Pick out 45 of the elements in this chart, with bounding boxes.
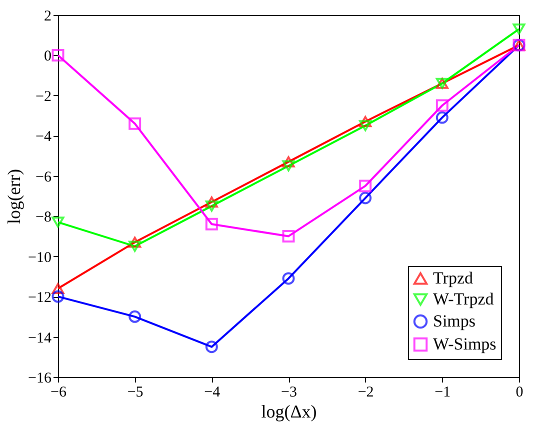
point <box>128 310 142 323</box>
x-tick-label: −4 <box>204 384 221 400</box>
y-tick-label: −14 <box>28 330 52 346</box>
x-axis-title: log(Δx) <box>261 402 317 422</box>
x-tick-label: −3 <box>281 384 297 400</box>
point <box>359 192 372 204</box>
point <box>282 160 295 172</box>
x-tick-label: 0 <box>516 384 524 400</box>
point <box>359 180 372 192</box>
y-tick-label: 2 <box>44 8 52 24</box>
x-tick-label: −5 <box>127 384 144 400</box>
point <box>52 216 64 228</box>
point <box>205 218 218 230</box>
point <box>436 111 448 124</box>
point <box>52 282 64 294</box>
y-tick-label: −4 <box>36 129 52 146</box>
y-tick-label: −2 <box>36 88 52 105</box>
point <box>282 272 295 285</box>
legend-label: W-Simps <box>433 334 496 354</box>
point <box>359 120 372 132</box>
x-tick-label: −1 <box>434 384 451 400</box>
point <box>205 340 218 354</box>
point <box>512 24 526 35</box>
point <box>205 196 218 208</box>
y-axis-title: log(err) <box>4 169 24 224</box>
legend-label: Trpzd <box>433 268 474 288</box>
y-tick-label: −8 <box>36 210 52 226</box>
point <box>359 116 372 128</box>
y-tick-label: −10 <box>28 250 52 266</box>
legend-label: Simps <box>433 312 476 330</box>
point <box>52 290 64 303</box>
point <box>128 236 142 248</box>
y-tick-label: −12 <box>28 290 52 306</box>
x-tick-label: −2 <box>358 384 374 400</box>
point <box>205 200 218 212</box>
y-tick-label: −16 <box>28 370 52 386</box>
point <box>282 156 295 168</box>
point <box>52 48 64 62</box>
point <box>282 230 295 242</box>
point <box>128 117 142 130</box>
legend-label: W-Trpzd <box>433 290 494 308</box>
point <box>128 240 142 252</box>
y-tick-label: 0 <box>44 48 52 65</box>
y-tick-label: −6 <box>36 169 52 186</box>
point <box>436 99 448 112</box>
